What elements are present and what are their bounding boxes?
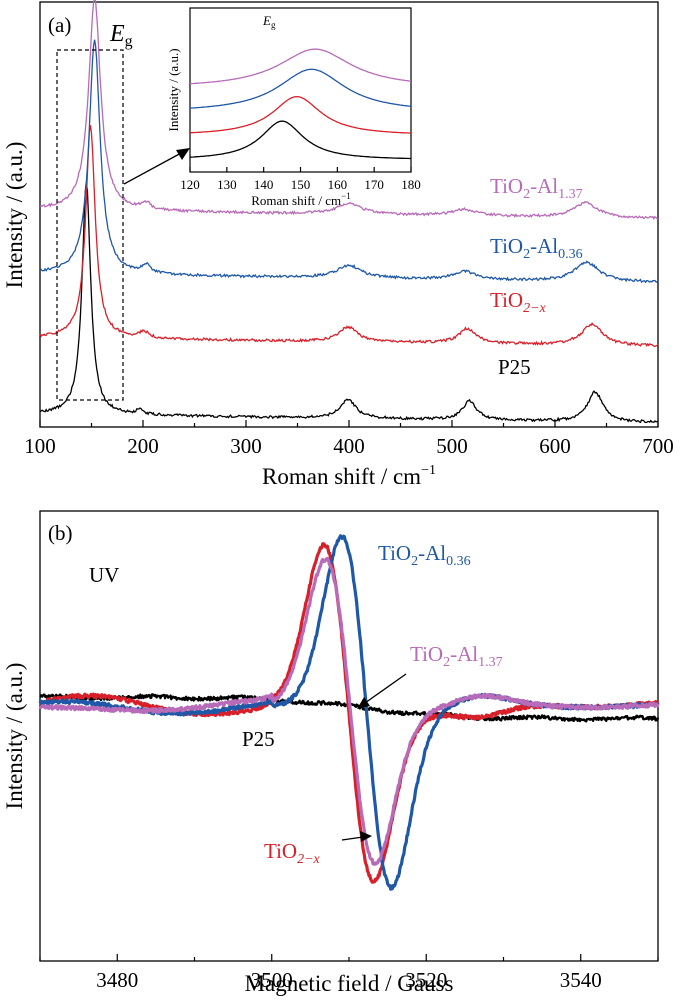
panel-b-y-axis-label: Intensity / (a.u.) bbox=[2, 663, 27, 810]
panel-a-series-labels: TiO2-Al1.37 TiO2-Al0.36 TiO2−x P25 bbox=[490, 174, 583, 379]
series-label-b: TiO2-Al0.36 bbox=[378, 541, 471, 569]
series-label-a: P25 bbox=[498, 355, 531, 379]
inset-x-tick-label: 130 bbox=[217, 177, 237, 192]
inset-eg-label: Eg bbox=[262, 13, 276, 30]
series-label-a: TiO2−x bbox=[490, 288, 547, 316]
series-label-b: TiO2-Al1.37 bbox=[410, 642, 503, 670]
panel-b-x-ticks: 3480 3500 3520 3540 bbox=[39, 954, 659, 992]
inset-x-tick-label: 120 bbox=[180, 177, 200, 192]
x-tick-label-a: 100 bbox=[24, 434, 56, 458]
inset-y-axis-label: Intensity / (a.u.) bbox=[166, 48, 181, 131]
series-label-b: TiO2−x bbox=[264, 839, 321, 867]
x-tick-label-a: 200 bbox=[127, 434, 159, 458]
inset-x-axis-label: Roman shift / cm−1 bbox=[251, 191, 351, 208]
series-line-a-0 bbox=[39, 181, 659, 424]
panel-b-tag: (b) bbox=[48, 521, 73, 545]
arrow-tio2x bbox=[341, 836, 364, 841]
uv-label: UV bbox=[89, 563, 119, 587]
series-line-a-2 bbox=[39, 39, 659, 284]
arrow-al137 bbox=[364, 673, 407, 704]
series-label-b: P25 bbox=[242, 727, 275, 751]
panel-a: 100 200 300 400 500 600 700 (a) Eg TiO2-Al1.37… bbox=[2, 0, 674, 489]
panel-b-series bbox=[38, 534, 660, 891]
series-line-b-3 bbox=[38, 556, 660, 866]
inset-series-line-2 bbox=[189, 68, 412, 109]
panel-a-series bbox=[39, 0, 659, 424]
x-tick-label-a: 300 bbox=[230, 434, 262, 458]
panel-a-x-ticks: 100 200 300 400 500 600 700 bbox=[24, 420, 674, 458]
x-tick-label-b: 3480 bbox=[96, 968, 138, 992]
arrow-al137-head bbox=[357, 697, 370, 709]
x-tick-label-b: 3540 bbox=[560, 968, 602, 992]
series-label-a: TiO2-Al1.37 bbox=[490, 174, 583, 202]
inset-series bbox=[189, 48, 412, 160]
inset-series-line-3 bbox=[189, 48, 412, 85]
inset-chart: 120 130 140 150 160 170 180 Eg Roman shift / c… bbox=[166, 7, 421, 208]
eg-region-box bbox=[56, 49, 124, 401]
arrow-tio2x-head bbox=[360, 831, 372, 842]
series-label-a: TiO2-Al0.36 bbox=[490, 234, 583, 262]
panel-b-frame bbox=[39, 510, 659, 962]
inset-frame bbox=[189, 7, 412, 173]
panel-a-x-axis-label: Roman shift / cm−1 bbox=[262, 463, 436, 489]
x-tick-label-a: 500 bbox=[436, 434, 468, 458]
x-tick-label-a: 400 bbox=[333, 434, 365, 458]
eg-arrow-line bbox=[123, 151, 184, 185]
inset-x-tick-label: 160 bbox=[328, 177, 348, 192]
series-line-a-3 bbox=[39, 0, 659, 221]
panel-b-series-labels: TiO2-Al0.36 TiO2-Al1.37 P25 TiO2−x bbox=[242, 541, 503, 867]
inset-x-tick-label: 150 bbox=[291, 177, 311, 192]
series-line-a-1 bbox=[39, 125, 659, 348]
panel-a-tag: (a) bbox=[48, 13, 71, 37]
eg-label: Eg bbox=[109, 21, 133, 50]
inset-x-tick-label: 170 bbox=[364, 177, 384, 192]
x-tick-label-a: 600 bbox=[539, 434, 571, 458]
panel-a-y-axis-label: Intensity / (a.u.) bbox=[2, 142, 27, 289]
inset-series-line-0 bbox=[189, 120, 411, 160]
inset-x-tick-label: 140 bbox=[254, 177, 274, 192]
x-tick-label-b: 3500 bbox=[251, 968, 293, 992]
x-tick-label-b: 3520 bbox=[405, 968, 447, 992]
inset-series-line-1 bbox=[189, 95, 412, 134]
panel-b: 3480 3500 3520 3540 (b) UV TiO2-Al0.36TiO2-… bbox=[2, 510, 660, 996]
inset-x-tick-label: 180 bbox=[401, 177, 421, 192]
eg-arrow-head bbox=[176, 148, 190, 160]
inset-x-ticks: 120 130 140 150 160 170 180 bbox=[180, 167, 421, 192]
x-tick-label-a: 700 bbox=[642, 434, 674, 458]
panel-b-x-axis-label: Magnetic field / Gauss bbox=[245, 971, 454, 996]
